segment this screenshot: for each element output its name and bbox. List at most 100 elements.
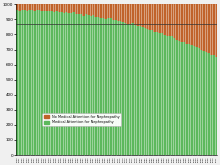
Bar	[158, 33, 161, 155]
Bar	[215, 4, 217, 57]
Bar	[210, 55, 212, 155]
Bar	[18, 11, 21, 155]
Bar	[62, 13, 65, 155]
Bar	[33, 4, 36, 11]
Bar	[139, 26, 141, 155]
Bar	[58, 4, 60, 12]
Bar	[85, 14, 87, 155]
Bar	[90, 16, 92, 155]
Bar	[23, 4, 26, 10]
Bar	[60, 12, 62, 155]
Bar	[48, 4, 50, 11]
Bar	[166, 4, 168, 36]
Bar	[107, 18, 109, 155]
Bar	[87, 15, 90, 155]
Bar	[58, 12, 60, 155]
Bar	[114, 20, 117, 155]
Bar	[31, 4, 33, 10]
Bar	[156, 4, 158, 32]
Bar	[26, 11, 28, 155]
Bar	[85, 4, 87, 14]
Bar	[82, 4, 85, 16]
Bar	[38, 10, 40, 155]
Bar	[151, 30, 153, 155]
Bar	[31, 10, 33, 155]
Bar	[126, 4, 129, 24]
Bar	[117, 4, 119, 21]
Bar	[176, 4, 178, 39]
Bar	[65, 12, 68, 155]
Bar	[68, 4, 70, 13]
Bar	[60, 4, 62, 12]
Bar	[178, 4, 180, 41]
Bar	[144, 4, 146, 28]
Bar	[198, 48, 200, 155]
Bar	[43, 4, 45, 11]
Bar	[148, 30, 151, 155]
Bar	[195, 4, 198, 47]
Bar	[210, 4, 212, 55]
Bar	[99, 18, 102, 155]
Bar	[136, 4, 139, 26]
Bar	[48, 11, 50, 155]
Bar	[166, 36, 168, 155]
Bar	[119, 4, 121, 21]
Bar	[144, 28, 146, 155]
Bar	[40, 11, 43, 155]
Bar	[180, 42, 183, 155]
Bar	[55, 4, 58, 11]
Bar	[45, 4, 48, 11]
Bar	[16, 10, 18, 155]
Bar	[119, 21, 121, 155]
Bar	[94, 17, 97, 155]
Bar	[146, 29, 149, 155]
Bar	[53, 12, 55, 155]
Bar	[163, 4, 166, 35]
Bar	[183, 4, 185, 42]
Bar	[207, 4, 210, 53]
Bar	[178, 41, 180, 155]
Bar	[50, 4, 53, 11]
Bar	[70, 13, 72, 155]
Bar	[163, 35, 166, 155]
Bar	[180, 4, 183, 42]
Bar	[136, 26, 139, 155]
Bar	[193, 4, 195, 46]
Bar	[185, 4, 188, 44]
Bar	[134, 4, 136, 25]
Bar	[26, 4, 28, 11]
Bar	[124, 4, 126, 23]
Bar	[139, 4, 141, 26]
Bar	[183, 42, 185, 155]
Bar	[80, 4, 82, 14]
Bar	[97, 16, 99, 155]
Bar	[141, 4, 144, 27]
Bar	[21, 10, 23, 155]
Bar	[104, 4, 107, 19]
Bar	[134, 25, 136, 155]
Bar	[36, 10, 38, 155]
Bar	[80, 14, 82, 155]
Bar	[129, 4, 131, 24]
Bar	[16, 4, 18, 10]
Bar	[97, 4, 99, 16]
Bar	[153, 4, 156, 32]
Bar	[121, 4, 124, 22]
Bar	[112, 20, 114, 155]
Bar	[173, 38, 176, 155]
Bar	[131, 4, 134, 23]
Bar	[109, 18, 112, 155]
Bar	[158, 4, 161, 33]
Bar	[168, 36, 171, 155]
Bar	[200, 50, 202, 155]
Bar	[161, 4, 163, 33]
Bar	[45, 11, 48, 155]
Bar	[107, 4, 109, 18]
Bar	[72, 4, 75, 12]
Bar	[28, 10, 31, 155]
Bar	[40, 4, 43, 11]
Bar	[141, 27, 144, 155]
Bar	[114, 4, 117, 20]
Bar	[198, 4, 200, 48]
Bar	[188, 4, 190, 44]
